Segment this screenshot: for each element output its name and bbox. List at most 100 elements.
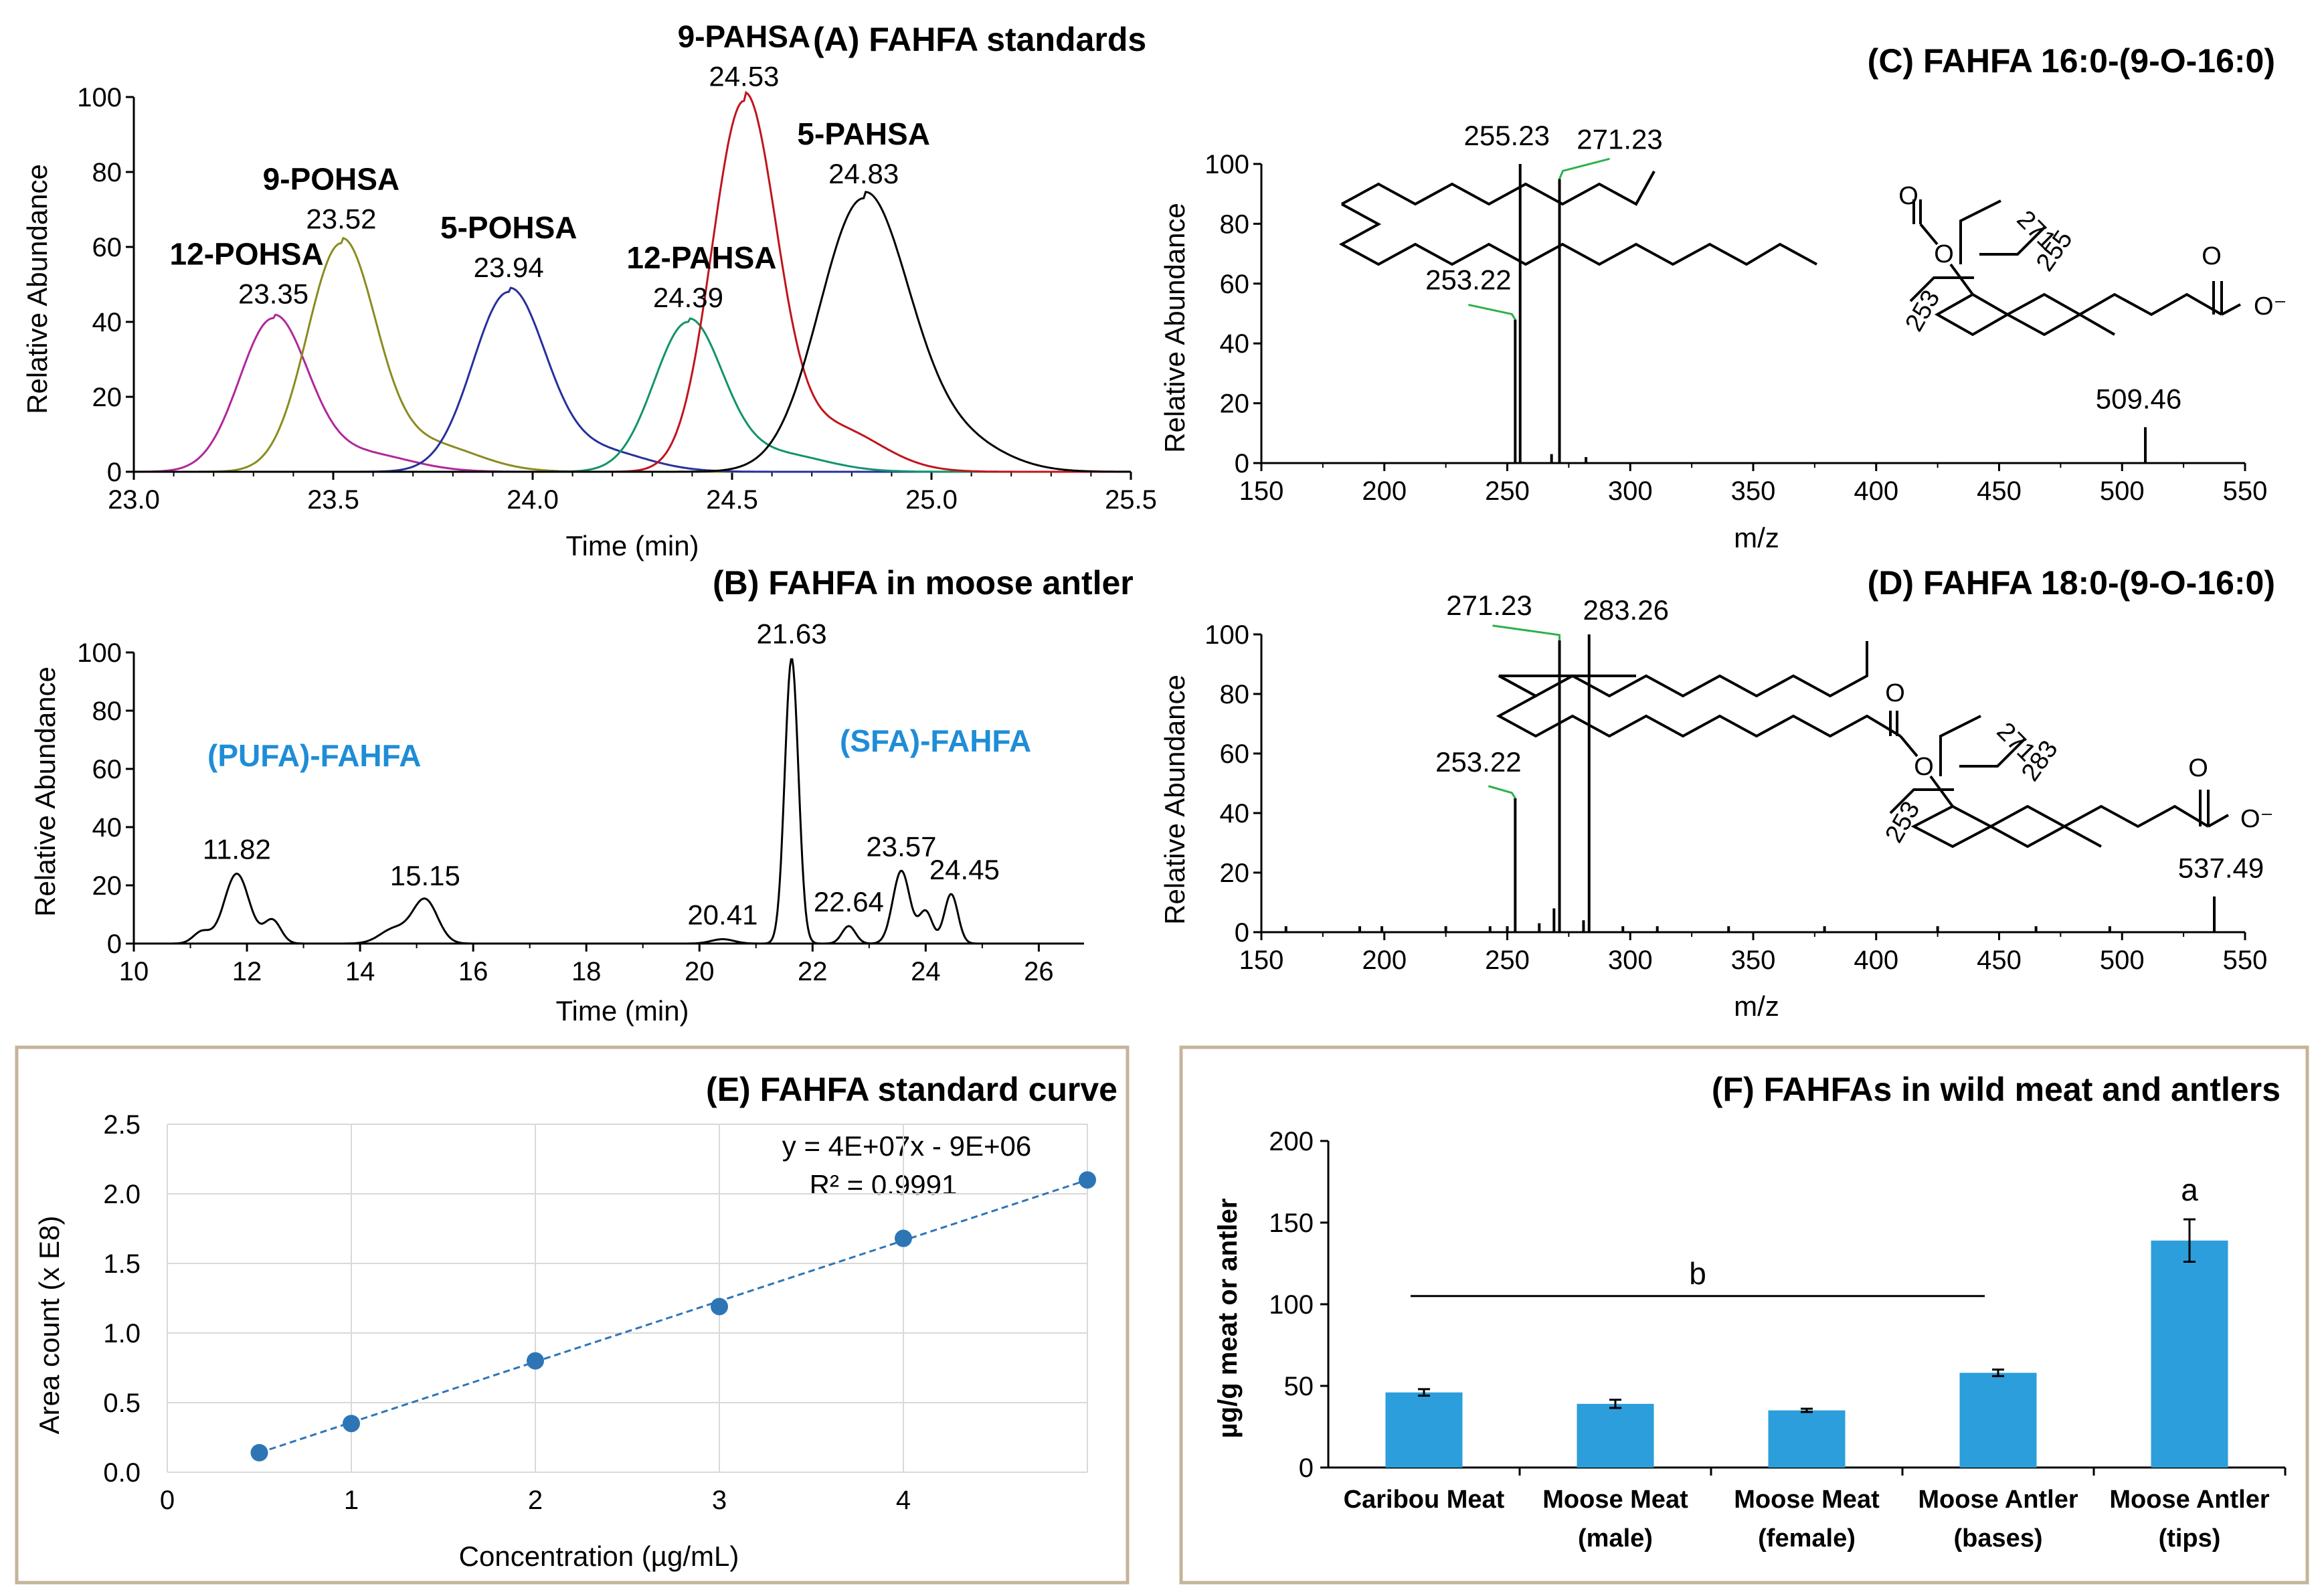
x-tick-label: 16 — [458, 957, 488, 986]
bar — [1959, 1372, 2037, 1468]
y-tick-label: 60 — [92, 233, 122, 262]
category-sublabel: (tips) — [2159, 1524, 2221, 1553]
panel-e-ylabel: Area count (x E8) — [33, 1216, 65, 1435]
y-tick-label: 2.0 — [103, 1180, 141, 1209]
panel-a: (A) FAHFA standards Relative Abundance T… — [21, 19, 1157, 561]
peak-rt-label: 15.15 — [390, 860, 460, 891]
peak-mz-label: 509.46 — [2096, 383, 2181, 414]
peak-rt-label: 11.82 — [203, 834, 271, 865]
y-tick-label: 40 — [1220, 799, 1250, 828]
y-tick-label: 20 — [92, 383, 122, 412]
x-tick-label: 24 — [911, 957, 941, 986]
atom-o-carbonyl: O — [1898, 182, 1918, 210]
atom-o-minus: O⁻ — [2254, 292, 2287, 321]
peak-rt-label: 24.45 — [929, 854, 1000, 885]
y-tick-label: 100 — [1204, 150, 1249, 179]
atom-o-minus-d: O⁻ — [2240, 805, 2274, 833]
panel-c-xlabel: m/z — [1734, 522, 1779, 553]
x-tick-label: 25.0 — [905, 485, 958, 515]
panel-d: (D) FAHFA 18:0-(9-O-16:0) Relative Abund… — [1159, 564, 2275, 1022]
x-tick-label: 450 — [1977, 476, 2022, 506]
x-tick-label: 550 — [2223, 946, 2268, 975]
panel-e-frame — [15, 1045, 1130, 1585]
panel-b-xlabel: Time (min) — [555, 995, 689, 1027]
peak-mz-label: 253.22 — [1435, 746, 1521, 778]
panel-a-xlabel: Time (min) — [565, 530, 699, 561]
trace-5-pohsa — [134, 286, 1131, 473]
panel-f-frame — [1179, 1045, 2309, 1585]
x-tick-label: 550 — [2223, 476, 2268, 506]
peak-rt-label: 23.57 — [866, 830, 936, 862]
panel-b-sfa-label: (SFA)-FAHFA — [840, 723, 1031, 758]
data-point — [250, 1443, 268, 1462]
panel-a-curves — [133, 90, 1132, 473]
x-tick-label: 24.5 — [706, 485, 758, 515]
atom-o-ester: O — [1934, 240, 1954, 268]
panel-a-axes: 0 20 40 60 80 100 23.0 23.5 24.0 24.5 25.0 25.5 — [77, 83, 1157, 515]
y-tick-label: 0.0 — [103, 1458, 141, 1488]
peak-mz-label: 271.23 — [1446, 590, 1532, 621]
panel-a-title: (A) FAHFA standards — [813, 21, 1146, 58]
peak-name-label: 9-PAHSA — [678, 19, 811, 54]
trace-5-pahsa — [134, 191, 1132, 473]
peak-rt-label: 24.53 — [709, 61, 779, 92]
panel-c-structure — [1338, 171, 2241, 337]
bar — [1768, 1410, 1846, 1468]
panel-f-ylabel: µg/g meat or antler — [1213, 1199, 1243, 1439]
x-tick-label: 150 — [1239, 946, 1284, 975]
y-tick-label: 60 — [1220, 739, 1250, 769]
x-tick-label: 22 — [798, 957, 828, 986]
peak-rt-label: 23.35 — [238, 278, 308, 309]
significance-letter-a: a — [2181, 1172, 2198, 1207]
x-tick-label: 23.0 — [108, 485, 160, 515]
panel-d-xlabel: m/z — [1734, 990, 1779, 1022]
category-label: Moose Antler — [2109, 1486, 2269, 1514]
panel-f: (F) FAHFAs in wild meat and antlers µg/g… — [1179, 1045, 2309, 1585]
data-point — [1079, 1171, 1096, 1189]
x-tick-label: 14 — [345, 957, 375, 986]
x-tick-label: 200 — [1362, 476, 1407, 506]
y-tick-label: 40 — [92, 813, 122, 843]
panel-c: (C) FAHFA 16:0-(9-O-16:0) Relative Abund… — [1159, 42, 2287, 553]
panel-f-bars: Caribou Meat Moose Meat (male) Moose Meat (f… — [1344, 1172, 2270, 1553]
data-point — [343, 1415, 360, 1433]
trace-12-pohsa — [133, 313, 1131, 473]
y-tick-label: 0 — [1299, 1453, 1314, 1483]
y-tick-label: 100 — [1204, 620, 1249, 650]
y-tick-label: 60 — [1220, 270, 1250, 299]
x-tick-label: 23.5 — [307, 485, 359, 515]
frag-253-d: 253 — [1880, 797, 1925, 848]
x-tick-label: 300 — [1608, 476, 1653, 506]
peak-mz-label: 255.23 — [1463, 120, 1549, 151]
x-tick-label: 20 — [685, 957, 715, 986]
panel-b-title: (B) FAHFA in moose antler — [713, 564, 1134, 602]
peak-rt-label: 24.39 — [653, 282, 723, 313]
category-sublabel: (female) — [1758, 1524, 1856, 1553]
x-tick-label: 200 — [1362, 946, 1407, 975]
category-label: Caribou Meat — [1344, 1486, 1505, 1514]
y-tick-label: 20 — [1220, 859, 1250, 888]
peak-name-label: 5-POHSA — [440, 210, 577, 245]
panel-d-spectrum: 253.22 271.23 283.26 537.49 — [1284, 590, 2264, 932]
atom-o-ester-d: O — [1914, 753, 1934, 781]
label-leader — [1558, 157, 1610, 179]
y-tick-label: 0.5 — [103, 1389, 141, 1418]
trace-12-pahsa — [134, 317, 1131, 473]
atom-o-acid: O — [2202, 242, 2222, 270]
bar — [1577, 1403, 1654, 1468]
panel-b-pufa-label: (PUFA)-FAHFA — [207, 738, 421, 773]
peak-name-label: 5-PAHSA — [797, 116, 930, 151]
x-tick-label: 25.5 — [1105, 485, 1157, 515]
y-tick-label: 0 — [1235, 449, 1249, 478]
trendline — [259, 1178, 1088, 1454]
panel-b-trace — [134, 658, 1062, 945]
x-tick-label: 350 — [1731, 476, 1776, 506]
x-tick-label: 3 — [712, 1486, 727, 1515]
panel-e-points — [250, 1171, 1096, 1462]
panel-e: (E) FAHFA standard curve Area count (x E… — [15, 1045, 1130, 1585]
y-tick-label: 80 — [1220, 209, 1250, 239]
y-tick-label: 200 — [1269, 1127, 1314, 1156]
y-tick-label: 0 — [1235, 918, 1249, 948]
